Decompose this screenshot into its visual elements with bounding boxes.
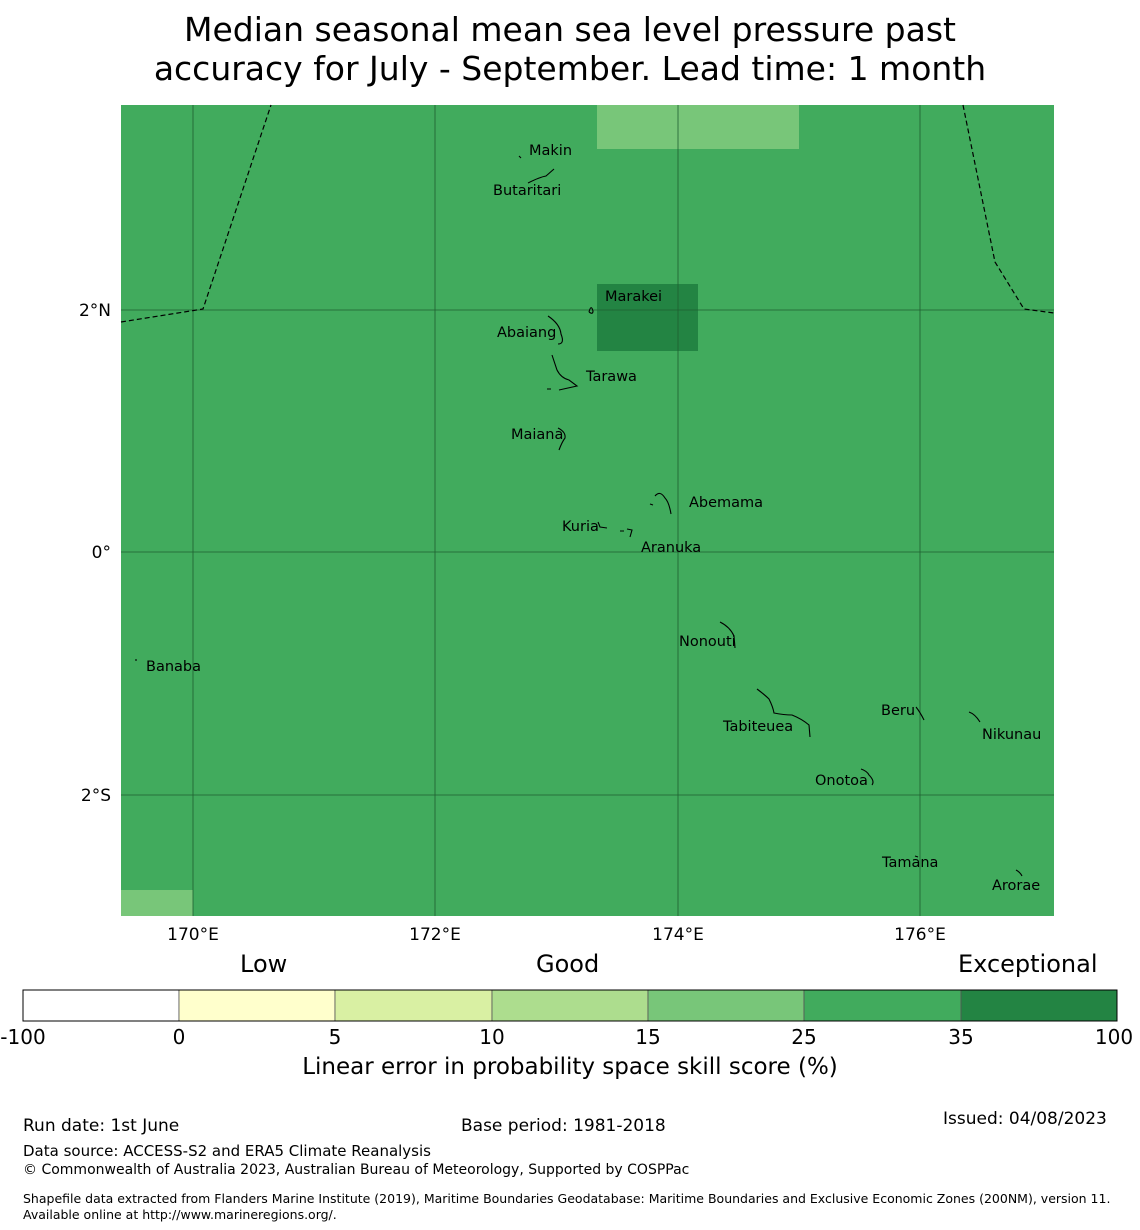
island-label-aranuka: Aranuka: [641, 540, 701, 556]
data-source: Data source: ACCESS-S2 and ERA5 Climate …: [23, 1142, 431, 1160]
island-shape-tarawa: [547, 354, 579, 391]
island-label-arorae: Arorae: [992, 878, 1040, 894]
map: Makin Butaritari Marakei Abaiang Tarawa …: [79, 104, 1055, 945]
island-shape-marakei: [588, 307, 594, 314]
map-background: [121, 105, 1054, 916]
colorbar-title: Linear error in probability space skill …: [302, 1054, 838, 1080]
lat-tick-label: 2°N: [79, 301, 111, 321]
island-label-nikunau: Nikunau: [982, 727, 1041, 743]
island-label-onotoa: Onotoa: [815, 773, 868, 789]
issued-date: Issued: 04/08/2023: [943, 1109, 1107, 1129]
island-label-banaba: Banaba: [146, 659, 201, 675]
island-shape-nonouti: [719, 621, 736, 649]
colorbar-tick: 5: [328, 1025, 342, 1049]
colorbar-tick: 10: [479, 1025, 505, 1049]
colorbar-segment: [178, 989, 336, 1022]
lat-tick-label: 0°: [92, 543, 111, 563]
island-label-abemama: Abemama: [689, 495, 763, 511]
island-label-makin: Makin: [529, 143, 572, 159]
colorbar-label-low: Low: [240, 950, 288, 978]
gridlines: [121, 105, 1054, 916]
colorbar-segment: [334, 989, 493, 1022]
lon-tick-label: 170°E: [167, 925, 219, 945]
island-shape-arorae: [1015, 869, 1023, 877]
colorbar-tick: 0: [172, 1025, 186, 1049]
island-outlines: [135, 155, 1023, 877]
chart-title-line-2: accuracy for July - September. Lead time…: [153, 49, 987, 88]
lon-tick-label: 174°E: [652, 925, 704, 945]
island-shape-makin: [518, 155, 522, 159]
colorbar-segment: [491, 989, 649, 1022]
colorbar-outline: [22, 989, 1118, 1022]
skill-cell-light: [597, 105, 799, 149]
island-label-kuria: Kuria: [562, 519, 599, 535]
colorbar-tick: 25: [791, 1025, 817, 1049]
island-labels: Makin Butaritari Marakei Abaiang Tarawa …: [146, 143, 1041, 894]
eez-boundaries: [120, 104, 1055, 323]
base-period: Base period: 1981-2018: [461, 1116, 666, 1136]
chart-title: Median seasonal mean sea level pressure …: [0, 10, 1140, 88]
colorbar-tick: -100: [0, 1025, 46, 1049]
island-shape-aranuka: [620, 528, 633, 538]
island-shape-nikunau: [968, 711, 981, 723]
island-label-tarawa: Tarawa: [585, 369, 637, 385]
island-shape-beru: [915, 706, 925, 721]
island-label-abaiang: Abaiang: [497, 325, 556, 341]
island-label-maiana: Maiana: [511, 427, 563, 443]
island-shape-maiana: [557, 427, 566, 451]
lat-tick-label: 2°S: [81, 786, 111, 806]
island-shape-abemama: [649, 492, 672, 515]
colorbar-segment: [960, 989, 1118, 1022]
colorbar-tick: 35: [948, 1025, 974, 1049]
island-label-tabiteuea: Tabiteuea: [722, 719, 793, 735]
colorbar-segment: [803, 989, 962, 1022]
colorbar: [22, 989, 1118, 1022]
shapefile-credit: Shapefile data extracted from Flanders M…: [23, 1191, 1111, 1222]
skill-cell-dark: [597, 284, 698, 351]
axis-labels: 170°E 172°E 174°E 176°E 2°N 0° 2°S: [79, 301, 946, 945]
colorbar-segment: [647, 989, 805, 1022]
island-label-beru: Beru: [881, 703, 915, 719]
lon-tick-label: 172°E: [409, 925, 461, 945]
colorbar-label-exceptional: Exceptional: [958, 950, 1098, 978]
island-shape-kuria: [597, 521, 608, 529]
colorbar-segment: [22, 989, 180, 1022]
chart-title-line-1: Median seasonal mean sea level pressure …: [184, 10, 956, 49]
island-shape-tabiteuea: [756, 688, 811, 738]
island-label-marakei: Marakei: [605, 289, 662, 305]
colorbar-tick: 15: [635, 1025, 661, 1049]
island-shape-abaiang: [547, 315, 564, 345]
colorbar-label-good: Good: [536, 950, 600, 978]
lon-tick-label: 176°E: [894, 925, 946, 945]
eez-boundary-east: [962, 104, 1055, 314]
eez-boundary-west: [120, 104, 272, 323]
island-label-nonouti: Nonouti: [679, 634, 736, 650]
run-date: Run date: 1st June: [23, 1116, 180, 1136]
skill-cell-light: [121, 890, 193, 916]
island-shape-tamana: [914, 855, 919, 858]
colorbar-tick: 100: [1094, 1025, 1134, 1049]
island-label-tamana: Tamana: [881, 855, 938, 871]
island-shape-onotoa: [860, 768, 874, 786]
island-shape-butaritari: [527, 168, 555, 184]
copyright: © Commonwealth of Australia 2023, Austra…: [23, 1162, 690, 1178]
island-label-butaritari: Butaritari: [493, 183, 561, 199]
